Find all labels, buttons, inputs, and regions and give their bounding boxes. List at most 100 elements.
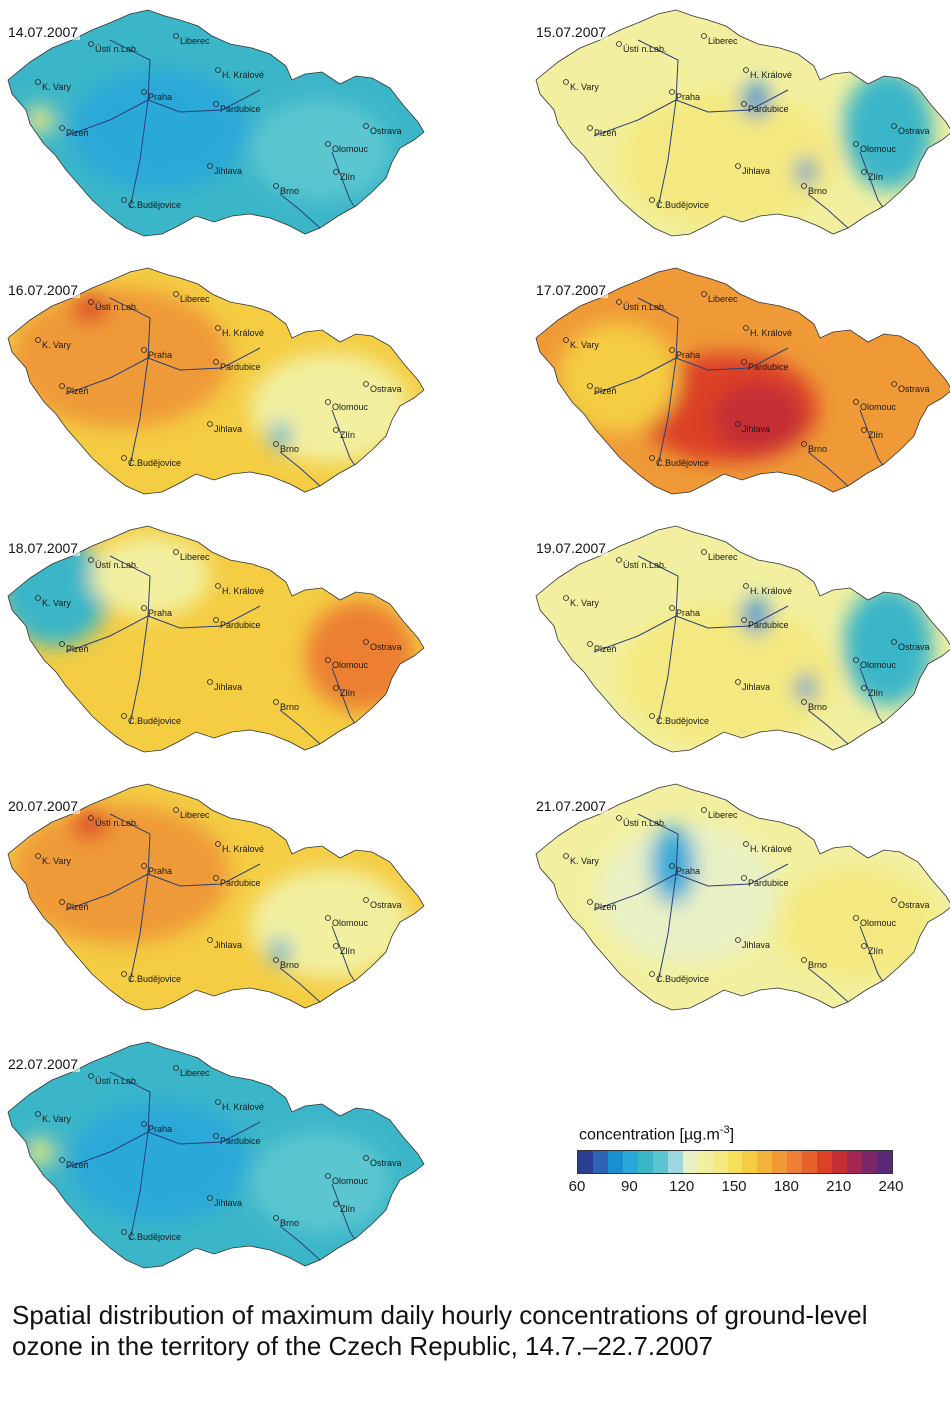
city-marker	[59, 383, 65, 389]
city-label-plzen: Plzeň	[66, 902, 89, 912]
scale-swatch	[757, 1151, 773, 1173]
river-line	[279, 1225, 321, 1261]
city-marker	[88, 41, 94, 47]
czech-ozone-map: Ústí n.Lab. Liberec K. Vary Praha H. Králové…	[7, 783, 425, 1011]
city-marker	[363, 897, 369, 903]
city-marker	[801, 183, 807, 189]
city-label-olomouc: Olomouc	[332, 402, 369, 412]
legend-tick-label: 150	[721, 1178, 747, 1195]
city-label-cbudejovice: Č.Budějovice	[128, 716, 181, 726]
city-marker	[121, 455, 127, 461]
map-panel: Ústí n.Lab. Liberec K. Vary Praha H. Králové…	[0, 0, 430, 250]
city-label-hkralove: H. Králové	[222, 328, 264, 338]
city-label-praha: Praha	[676, 608, 700, 618]
city-label-praha: Praha	[148, 1124, 172, 1134]
city-label-hkralove: H. Králové	[222, 586, 264, 596]
city-label-brno: Brno	[280, 960, 299, 970]
city-label-liberec: Liberec	[708, 810, 738, 820]
scale-swatch	[682, 1151, 698, 1173]
city-marker	[213, 101, 219, 107]
river-line	[129, 1131, 149, 1241]
legend-tick-label: 210	[826, 1178, 852, 1195]
city-label-hkralove: H. Králové	[750, 586, 792, 596]
city-marker	[861, 943, 867, 949]
city-marker	[273, 699, 279, 705]
scale-swatch	[742, 1151, 758, 1173]
city-label-praha: Praha	[676, 350, 700, 360]
czech-ozone-map: Ústí n.Lab. Liberec K. Vary Praha H. Králové…	[7, 1041, 425, 1269]
city-marker	[59, 1157, 65, 1163]
city-marker	[649, 455, 655, 461]
city-label-usti: Ústí n.Lab.	[623, 560, 667, 570]
map-panel: Ústí n.Lab. Liberec K. Vary Praha H. Králové…	[0, 774, 430, 1024]
scale-swatch	[847, 1151, 863, 1173]
city-marker	[213, 617, 219, 623]
concentration-zone	[250, 1132, 390, 1232]
city-marker	[861, 685, 867, 691]
city-label-pardubice: Pardubice	[220, 878, 261, 888]
city-label-usti: Ústí n.Lab.	[623, 302, 667, 312]
city-label-hkralove: H. Králové	[222, 70, 264, 80]
city-marker	[563, 337, 569, 343]
city-marker	[215, 1099, 221, 1105]
city-label-zlin: Zlín	[340, 430, 355, 440]
city-marker	[215, 583, 221, 589]
city-label-hkralove: H. Králové	[222, 844, 264, 854]
city-label-usti: Ústí n.Lab.	[95, 44, 139, 54]
city-marker	[121, 1229, 127, 1235]
scale-swatch	[787, 1151, 803, 1173]
city-label-ostrava: Ostrava	[898, 384, 930, 394]
city-marker	[325, 915, 331, 921]
city-label-liberec: Liberec	[708, 36, 738, 46]
legend-tick-label: 60	[568, 1178, 586, 1195]
concentration-zone	[26, 106, 54, 134]
concentration-zone	[270, 938, 290, 966]
city-label-kvary: K. Vary	[570, 856, 599, 866]
city-label-praha: Praha	[676, 866, 700, 876]
city-marker	[669, 605, 675, 611]
city-marker	[35, 595, 41, 601]
city-marker	[801, 441, 807, 447]
city-marker	[616, 815, 622, 821]
city-label-jihlava: Jihlava	[742, 940, 770, 950]
city-marker	[853, 915, 859, 921]
city-marker	[141, 347, 147, 353]
legend-tick-label: 240	[878, 1178, 904, 1195]
city-marker	[35, 853, 41, 859]
river-line	[65, 615, 149, 653]
city-marker	[207, 1195, 213, 1201]
city-marker	[853, 657, 859, 663]
city-marker	[273, 1215, 279, 1221]
city-label-olomouc: Olomouc	[860, 660, 897, 670]
city-label-liberec: Liberec	[708, 294, 738, 304]
city-label-liberec: Liberec	[180, 552, 210, 562]
city-label-pardubice: Pardubice	[220, 362, 261, 372]
city-marker	[59, 125, 65, 131]
river-line	[657, 357, 677, 467]
concentration-zone	[742, 598, 770, 634]
map-date-label: 19.07.2007	[534, 540, 609, 556]
city-marker	[121, 197, 127, 203]
city-label-usti: Ústí n.Lab.	[95, 560, 139, 570]
city-label-plzen: Plzeň	[66, 386, 89, 396]
country-border	[535, 9, 950, 237]
city-marker	[363, 639, 369, 645]
map-date-label: 21.07.2007	[534, 798, 609, 814]
city-marker	[741, 617, 747, 623]
map-panel: Ústí n.Lab. Liberec K. Vary Praha H. Králové…	[528, 774, 950, 1024]
city-label-zlin: Zlín	[340, 946, 355, 956]
scale-swatch	[802, 1151, 818, 1173]
city-label-brno: Brno	[280, 444, 299, 454]
city-label-brno: Brno	[808, 702, 827, 712]
city-label-jihlava: Jihlava	[742, 424, 770, 434]
map-date-label: 15.07.2007	[534, 24, 609, 40]
city-label-plzen: Plzeň	[66, 644, 89, 654]
city-label-hkralove: H. Králové	[222, 1102, 264, 1112]
city-marker	[743, 841, 749, 847]
concentration-zone	[10, 288, 230, 428]
city-marker	[35, 79, 41, 85]
river-line	[65, 1131, 149, 1169]
city-label-plzen: Plzeň	[66, 1160, 89, 1170]
czech-ozone-map: Ústí n.Lab. Liberec K. Vary Praha H. Králové…	[535, 525, 950, 753]
legend-ticks: 60 90 120 150 180 210 240	[569, 1178, 904, 1198]
